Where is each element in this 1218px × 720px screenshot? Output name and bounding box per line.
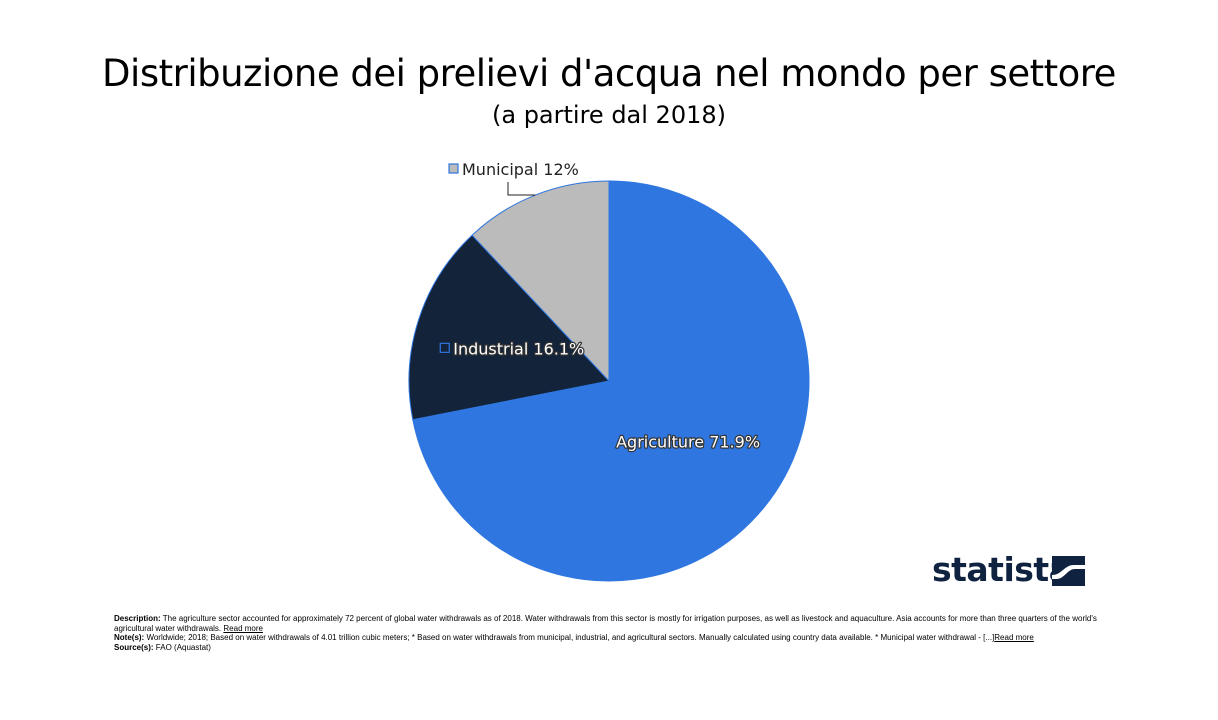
chart-subtitle: (a partire dal 2018) bbox=[492, 101, 726, 129]
notes-text: Worldwide; 2018; Based on water withdraw… bbox=[146, 633, 995, 642]
source-label: Source(s): bbox=[114, 642, 154, 652]
municipal-leader-line bbox=[507, 182, 536, 196]
legend-key-municipal bbox=[448, 163, 459, 174]
pie-label-agriculture: Agriculture 71.9% bbox=[616, 432, 760, 451]
notes-line: Note(s): Worldwide; 2018; Based on water… bbox=[114, 633, 1114, 643]
statista-logo: statista bbox=[932, 548, 1092, 592]
statista-logo-icon bbox=[1052, 556, 1085, 586]
source-line: Source(s): FAO (Aquastat) bbox=[114, 643, 1114, 653]
pie-label-municipal: Municipal 12% bbox=[462, 160, 579, 179]
pie-label-industrial: Industrial 16.1% bbox=[453, 339, 584, 358]
description-label: Description: bbox=[114, 614, 161, 623]
description-text: The agriculture sector accounted for app… bbox=[114, 614, 1097, 633]
source-text: FAO (Aquastat) bbox=[155, 642, 211, 652]
legend-key-industrial bbox=[439, 342, 450, 353]
pie-slice-municipal bbox=[471, 180, 610, 383]
pie-slice-industrial bbox=[408, 234, 610, 421]
description-read-more-link[interactable]: Read more bbox=[223, 623, 263, 633]
chart-footer: Description: The agriculture sector acco… bbox=[114, 614, 1114, 652]
description-line: Description: The agriculture sector acco… bbox=[114, 614, 1114, 633]
logo-text: statista bbox=[932, 550, 1071, 589]
notes-label: Note(s): bbox=[114, 633, 145, 642]
chart-title: Distribuzione dei prelievi d'acqua nel m… bbox=[102, 52, 1116, 95]
notes-read-more-link[interactable]: Read more bbox=[994, 633, 1034, 642]
pie-slice-agriculture bbox=[412, 180, 810, 582]
